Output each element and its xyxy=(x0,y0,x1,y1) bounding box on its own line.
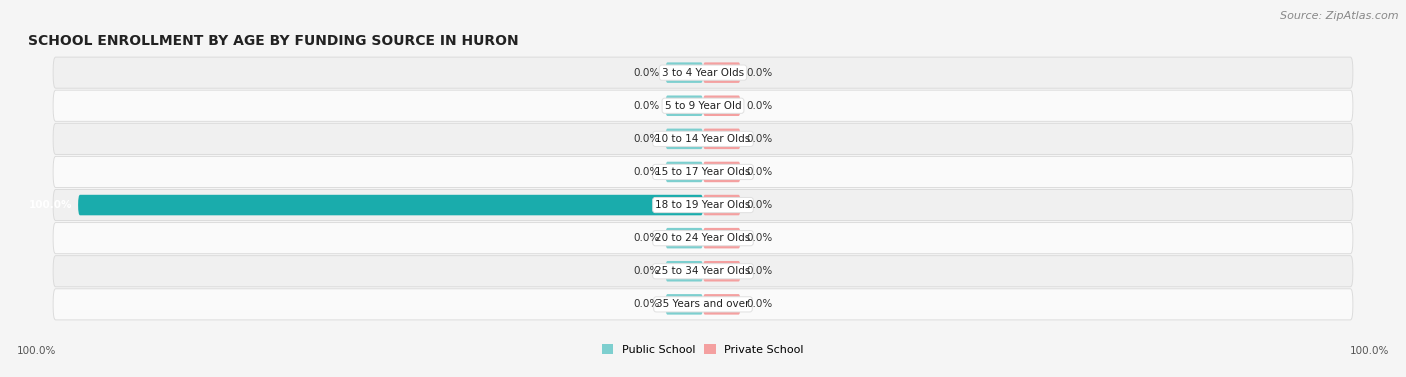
Text: 0.0%: 0.0% xyxy=(633,167,659,177)
Text: 0.0%: 0.0% xyxy=(747,134,773,144)
Text: 10 to 14 Year Olds: 10 to 14 Year Olds xyxy=(655,134,751,144)
Text: 0.0%: 0.0% xyxy=(747,167,773,177)
Text: 20 to 24 Year Olds: 20 to 24 Year Olds xyxy=(655,233,751,243)
Text: 0.0%: 0.0% xyxy=(633,266,659,276)
Text: 100.0%: 100.0% xyxy=(1350,346,1389,356)
FancyBboxPatch shape xyxy=(665,62,703,83)
Text: 0.0%: 0.0% xyxy=(633,101,659,111)
Text: 0.0%: 0.0% xyxy=(747,67,773,78)
Text: 0.0%: 0.0% xyxy=(633,299,659,310)
Text: 5 to 9 Year Old: 5 to 9 Year Old xyxy=(665,101,741,111)
FancyBboxPatch shape xyxy=(665,95,703,116)
FancyBboxPatch shape xyxy=(665,294,703,315)
Text: 0.0%: 0.0% xyxy=(747,299,773,310)
FancyBboxPatch shape xyxy=(703,62,741,83)
Text: 0.0%: 0.0% xyxy=(633,67,659,78)
FancyBboxPatch shape xyxy=(665,261,703,282)
Text: 100.0%: 100.0% xyxy=(28,200,72,210)
Text: 25 to 34 Year Olds: 25 to 34 Year Olds xyxy=(655,266,751,276)
Text: 0.0%: 0.0% xyxy=(747,266,773,276)
FancyBboxPatch shape xyxy=(665,129,703,149)
FancyBboxPatch shape xyxy=(79,195,703,215)
FancyBboxPatch shape xyxy=(665,162,703,182)
FancyBboxPatch shape xyxy=(53,156,1353,187)
FancyBboxPatch shape xyxy=(53,256,1353,287)
FancyBboxPatch shape xyxy=(53,289,1353,320)
Text: 100.0%: 100.0% xyxy=(17,346,56,356)
Text: 3 to 4 Year Olds: 3 to 4 Year Olds xyxy=(662,67,744,78)
FancyBboxPatch shape xyxy=(703,129,741,149)
FancyBboxPatch shape xyxy=(53,123,1353,155)
Text: 0.0%: 0.0% xyxy=(633,233,659,243)
FancyBboxPatch shape xyxy=(703,162,741,182)
FancyBboxPatch shape xyxy=(703,261,741,282)
FancyBboxPatch shape xyxy=(53,190,1353,221)
FancyBboxPatch shape xyxy=(703,195,741,215)
Text: 15 to 17 Year Olds: 15 to 17 Year Olds xyxy=(655,167,751,177)
FancyBboxPatch shape xyxy=(53,90,1353,121)
Text: 0.0%: 0.0% xyxy=(747,200,773,210)
Text: Source: ZipAtlas.com: Source: ZipAtlas.com xyxy=(1281,11,1399,21)
Text: 0.0%: 0.0% xyxy=(747,233,773,243)
FancyBboxPatch shape xyxy=(703,95,741,116)
Text: 0.0%: 0.0% xyxy=(633,134,659,144)
FancyBboxPatch shape xyxy=(703,228,741,248)
FancyBboxPatch shape xyxy=(703,294,741,315)
Text: 0.0%: 0.0% xyxy=(747,101,773,111)
Legend: Public School, Private School: Public School, Private School xyxy=(598,340,808,359)
FancyBboxPatch shape xyxy=(665,228,703,248)
Text: 35 Years and over: 35 Years and over xyxy=(657,299,749,310)
FancyBboxPatch shape xyxy=(53,57,1353,88)
FancyBboxPatch shape xyxy=(53,222,1353,254)
Text: 18 to 19 Year Olds: 18 to 19 Year Olds xyxy=(655,200,751,210)
Text: SCHOOL ENROLLMENT BY AGE BY FUNDING SOURCE IN HURON: SCHOOL ENROLLMENT BY AGE BY FUNDING SOUR… xyxy=(28,34,519,48)
